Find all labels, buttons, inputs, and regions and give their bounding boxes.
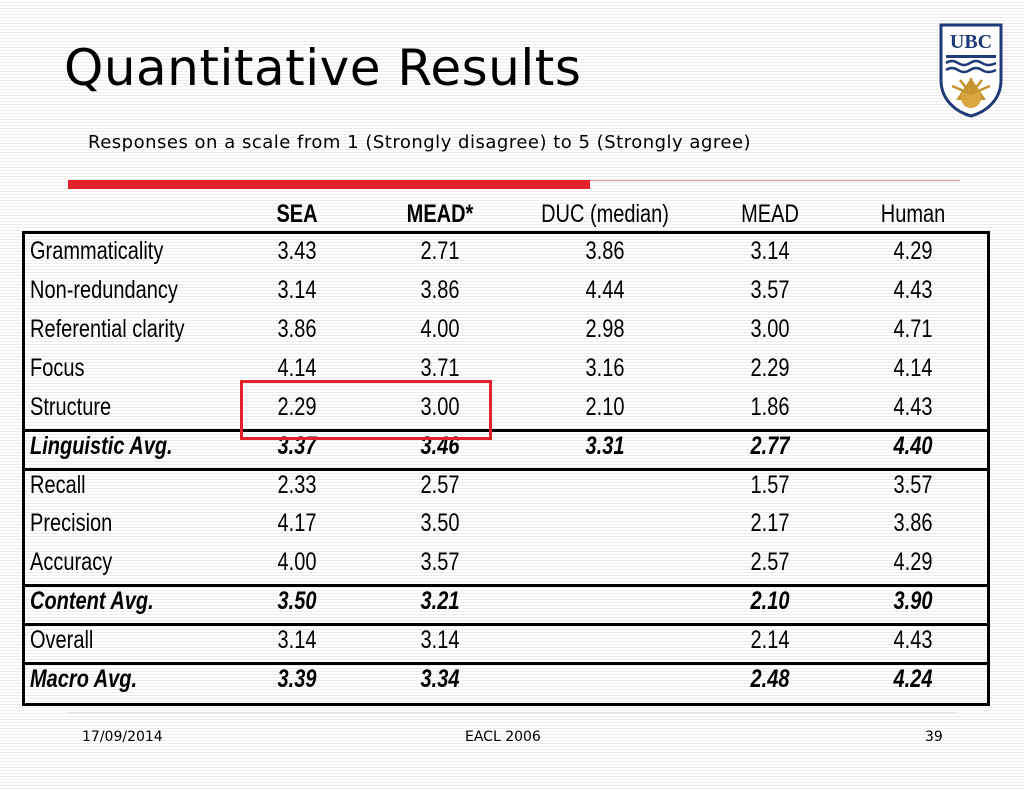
table-cell: 3.86 [585, 237, 625, 265]
table-row-label: Focus [30, 354, 85, 382]
table-avg-row-label: Content Avg. [30, 587, 154, 615]
table-cell: 3.21 [420, 587, 460, 615]
table-cell: 3.71 [420, 354, 460, 382]
footer-divider [68, 712, 958, 713]
table-cell: 2.98 [585, 315, 625, 343]
table-cell: 4.43 [893, 276, 933, 304]
table-cell: 4.40 [893, 432, 933, 460]
footer-venue: EACL 2006 [465, 729, 541, 745]
table-cell: 3.34 [420, 665, 460, 693]
table-cell: 3.50 [277, 587, 317, 615]
table-cell: 3.31 [585, 432, 625, 460]
table-cell: 3.14 [277, 276, 317, 304]
table-row-label: Grammaticality [30, 237, 164, 265]
table-cell: 3.37 [277, 432, 317, 460]
ubc-logo-text: UBC [950, 31, 992, 53]
table-cell: 4.44 [585, 276, 625, 304]
slide-subtitle: Responses on a scale from 1 (Strongly di… [88, 132, 752, 153]
results-table: SEA MEAD* DUC (median) MEAD Human Grammatical… [0, 196, 1024, 706]
slide-title: Quantitative Results [64, 39, 582, 97]
table-cell: 3.39 [277, 665, 317, 693]
table-cell: 4.14 [893, 354, 933, 382]
table-cell: 2.48 [750, 665, 790, 693]
table-cell: 4.00 [277, 548, 317, 576]
table-cell: 1.86 [750, 393, 790, 421]
table-cell: 2.33 [277, 471, 317, 499]
table-cell: 2.29 [277, 393, 317, 421]
table-cell: 2.14 [750, 626, 790, 654]
table-cell: 2.57 [750, 548, 790, 576]
title-underline-red [68, 180, 590, 189]
column-header: Human [880, 200, 946, 228]
table-row-label: Referential clarity [30, 315, 185, 343]
table-cell: 2.10 [750, 587, 790, 615]
table-cell: 3.86 [277, 315, 317, 343]
table-cell: 4.71 [893, 315, 933, 343]
table-cell: 3.57 [893, 471, 933, 499]
table-cell: 2.17 [750, 509, 790, 537]
footer-date: 17/09/2014 [82, 729, 163, 745]
column-header: MEAD [741, 200, 799, 228]
table-row-label: Overall [30, 626, 94, 654]
table-cell: 3.14 [750, 237, 790, 265]
ubc-logo: UBC [939, 23, 1003, 118]
column-header: MEAD* [406, 200, 474, 228]
table-cell: 3.16 [585, 354, 625, 382]
table-cell: 3.57 [750, 276, 790, 304]
table-cell: 3.90 [893, 587, 933, 615]
table-cell: 3.86 [420, 276, 460, 304]
table-cell: 2.57 [420, 471, 460, 499]
table-cell: 3.00 [420, 393, 460, 421]
table-cell: 1.57 [750, 471, 790, 499]
table-cell: 3.14 [420, 626, 460, 654]
highlight-box [240, 380, 492, 440]
table-avg-row-label: Linguistic Avg. [30, 432, 173, 460]
table-cell: 2.10 [585, 393, 625, 421]
table-cell: 2.29 [750, 354, 790, 382]
table-row-label: Non-redundancy [30, 276, 178, 304]
table-cell: 4.24 [893, 665, 933, 693]
table-cell: 3.57 [420, 548, 460, 576]
table-cell: 2.71 [420, 237, 460, 265]
table-cell: 4.00 [420, 315, 460, 343]
table-row-label: Recall [30, 471, 86, 499]
table-cell: 4.29 [893, 237, 933, 265]
footer-page-number: 39 [925, 729, 943, 745]
table-row-label: Precision [30, 509, 113, 537]
table-cell: 3.00 [750, 315, 790, 343]
table-cell: 4.29 [893, 548, 933, 576]
table-group-border [22, 662, 990, 706]
table-cell: 3.14 [277, 626, 317, 654]
table-row-label: Accuracy [30, 548, 113, 576]
title-underline-thin [590, 180, 960, 181]
table-cell: 4.17 [277, 509, 317, 537]
table-avg-row-label: Macro Avg. [30, 665, 138, 693]
column-header: SEA [276, 200, 318, 228]
table-cell: 3.50 [420, 509, 460, 537]
table-cell: 3.46 [420, 432, 460, 460]
table-cell: 2.77 [750, 432, 790, 460]
table-cell: 4.43 [893, 626, 933, 654]
column-header: DUC (median) [541, 200, 669, 228]
table-cell: 3.43 [277, 237, 317, 265]
table-cell: 3.86 [893, 509, 933, 537]
table-row-label: Structure [30, 393, 112, 421]
table-cell: 4.14 [277, 354, 317, 382]
table-cell: 4.43 [893, 393, 933, 421]
